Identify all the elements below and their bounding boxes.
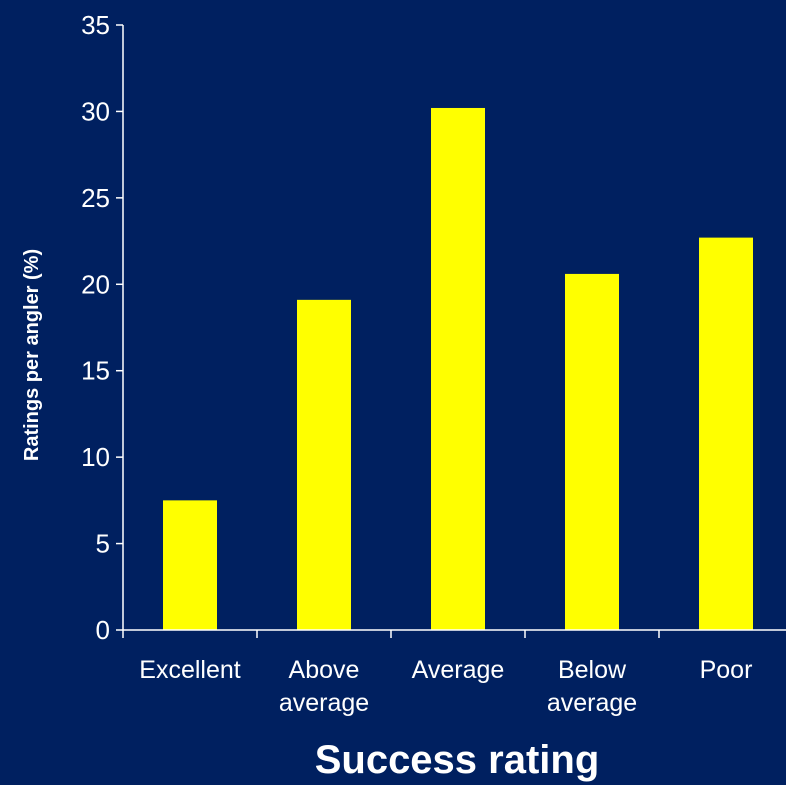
y-tick-label: 0: [96, 615, 110, 645]
x-category-label: Excellent: [139, 656, 240, 684]
x-category-label: Below average: [547, 656, 637, 717]
y-tick-label: 10: [81, 442, 110, 472]
y-tick-label: 15: [81, 356, 110, 386]
y-tick-label: 5: [96, 529, 110, 559]
x-ticks: Excellent Above average Average Below average…: [122, 630, 753, 717]
x-axis-title: Success rating: [315, 738, 600, 782]
x-category-label-line: Below: [558, 656, 627, 684]
y-tick-label: 25: [81, 183, 110, 213]
y-axis-title: Ratings per angler (%): [21, 249, 43, 461]
bar: [163, 500, 217, 630]
x-category-label-line: average: [279, 689, 369, 717]
y-tick-label: 30: [81, 96, 110, 126]
bar: [431, 107, 485, 630]
bar: [699, 237, 753, 630]
x-category-label: Average: [412, 656, 505, 684]
x-category-label-line: Excellent: [139, 656, 240, 684]
x-category-label: Above average: [279, 656, 369, 717]
y-tick-label: 20: [81, 269, 110, 299]
bar: [565, 273, 619, 630]
y-tick-label: 35: [81, 10, 110, 40]
axes-layer: [122, 25, 786, 631]
x-category-label: Poor: [700, 656, 753, 684]
x-category-label-line: Above: [289, 656, 360, 684]
bar: [297, 299, 351, 630]
bars-layer: [163, 107, 753, 630]
x-category-label-line: average: [547, 689, 637, 717]
y-ticks: 0 5 10 15 20 25 30 35: [81, 10, 123, 645]
x-category-label-line: Average: [412, 656, 505, 684]
x-category-label-line: Poor: [700, 656, 753, 684]
